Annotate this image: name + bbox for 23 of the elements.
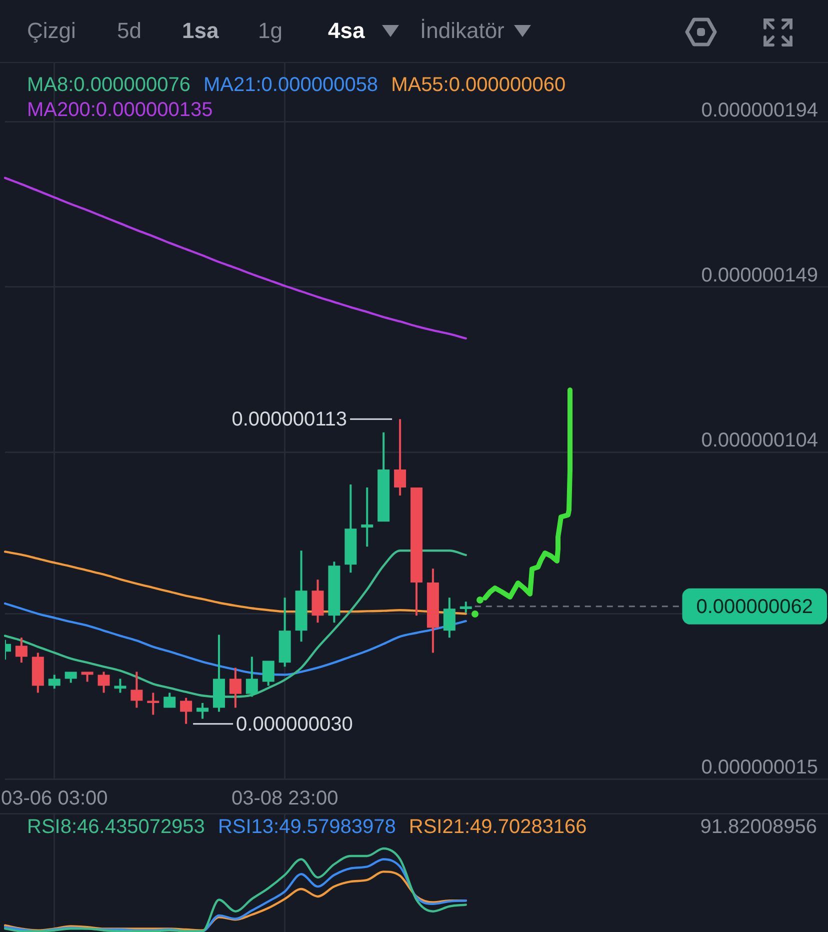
annotation: 0.000000113 — [232, 408, 348, 431]
text: İndikatör — [420, 18, 504, 44]
x-tick-label: 03-08 23:00 — [231, 788, 338, 810]
y-tick-label: 0.000000104 — [701, 430, 818, 452]
series-label: RSI13:49.57983978 — [218, 815, 396, 840]
text: RSI8:46.435072953 — [27, 815, 205, 840]
text: MA21:0.000000058 — [203, 73, 378, 98]
annotation: 0.000000030 — [236, 713, 353, 736]
text: 4sa — [328, 18, 365, 44]
text: 1g — [258, 18, 282, 44]
text: 91.82008956 — [700, 815, 817, 840]
y-tick-label: 0.000000194 — [701, 99, 818, 122]
text: MA8:0.000000076 — [27, 73, 190, 98]
text: MA55:0.000000060 — [391, 73, 566, 98]
y-tick-label: 0.000000015 — [701, 756, 818, 779]
y-tick-label: 0.000000149 — [701, 264, 818, 286]
series-label: RSI21:49.70283166 — [408, 815, 587, 840]
x-tick-label: 03-06 03:00 — [0, 788, 108, 810]
text: MA200:0.000000135 — [27, 98, 213, 123]
text: 5d — [117, 18, 142, 44]
text: 1sa — [182, 18, 219, 44]
text: Çizgi — [27, 18, 76, 44]
ref-line-label: 0.000000062 — [696, 596, 814, 618]
